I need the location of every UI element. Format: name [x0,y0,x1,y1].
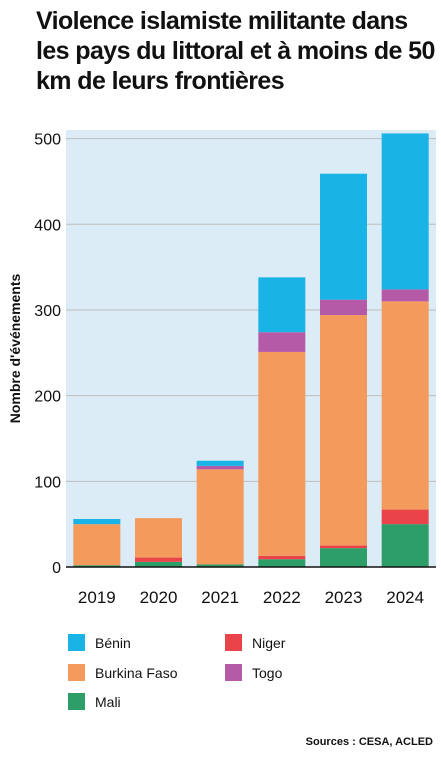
bar-2024-togo [381,289,429,302]
bar-2021-benin [196,460,244,466]
legend-label-benin: Bénin [95,635,131,651]
legend-label-burkina-faso: Burkina Faso [95,665,178,681]
y-axis-label: Nombre d'événements [7,273,23,423]
legend-swatch-togo [225,664,242,681]
legend-swatch-niger [225,634,242,651]
legend-swatch-burkina-faso [68,664,85,681]
source-note: Sources : CESA, ACLED [305,736,433,748]
bar-2023-mali [320,548,367,567]
y-tick-label-200: 200 [34,389,61,406]
x-tick-label-2021: 2021 [201,588,239,607]
bar-2019-benin [73,519,121,525]
x-tick-label-2022: 2022 [263,588,301,607]
bar-2023-niger [320,545,367,549]
legend-swatch-benin [68,634,85,651]
bar-2023-burkina-faso [320,315,367,546]
y-tick-label-300: 300 [34,303,61,320]
bar-2023-togo [320,299,367,316]
legend-label-niger: Niger [252,635,286,651]
x-tick-label-2023: 2023 [325,588,363,607]
bar-2024-benin [381,133,429,290]
bar-2024-burkina-faso [381,301,429,510]
bar-2019-burkina-faso [73,524,121,566]
bar-2021-burkina-faso [196,469,244,565]
legend-label-togo: Togo [252,665,283,681]
y-tick-label-100: 100 [34,474,61,491]
y-tick-label-500: 500 [34,132,61,149]
bar-2022-togo [258,332,306,352]
plot-background [66,130,436,567]
bar-2021-togo [196,465,244,470]
x-tick-label-2024: 2024 [386,588,424,607]
legend-label-mali: Mali [95,694,121,710]
legend: Bénin Burkina Faso Mali Niger Togo [68,634,368,724]
bar-2019-mali [73,565,121,567]
bar-2022-benin [258,277,306,333]
legend-swatch-mali [68,693,85,710]
bar-2020-mali [135,561,182,567]
bar-2021-mali [196,564,244,567]
y-tick-label-400: 400 [34,217,61,234]
bar-2020-burkina-faso [135,518,182,558]
bar-2023-benin [320,173,367,300]
bar-2022-burkina-faso [258,351,306,556]
bar-2024-niger [381,509,429,525]
bar-2022-niger [258,555,306,560]
x-tick-label-2020: 2020 [140,588,178,607]
bar-2020-niger [135,557,182,562]
y-tick-label-0: 0 [52,560,61,577]
bar-2022-mali [258,559,306,567]
stacked-bar-chart: 0 100 200 300 400 500 Nombre d'événements 2019 2… [7,130,436,607]
x-tick-label-2019: 2019 [78,588,116,607]
chart-title: Violence islamiste militante dans les pa… [36,7,435,95]
bar-2024-mali [381,524,429,567]
